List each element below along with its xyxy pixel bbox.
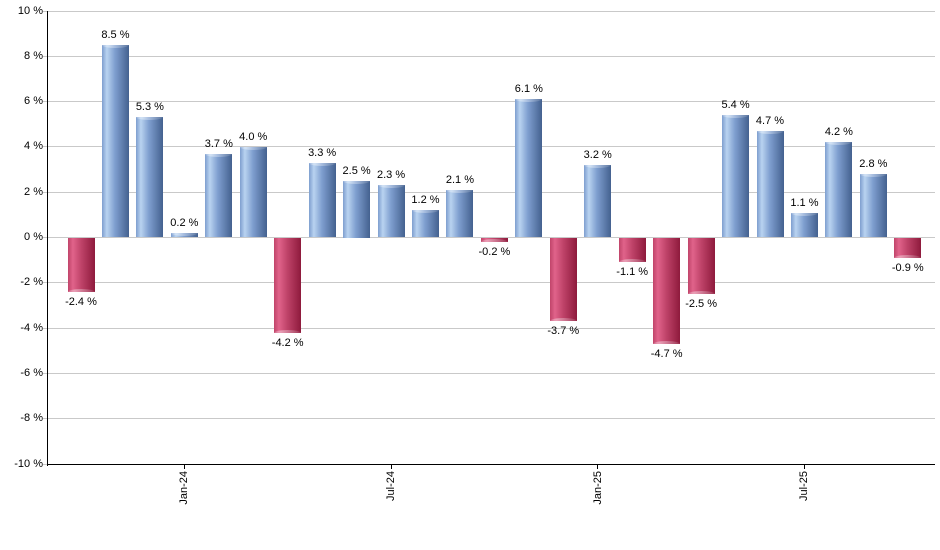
- y-axis-tick: [43, 327, 48, 329]
- bar-value-label: -4.7 %: [650, 347, 683, 360]
- y-axis-label: -10 %: [14, 457, 43, 470]
- x-axis-line: [46, 463, 935, 465]
- bar-4[interactable]: [170, 232, 198, 238]
- bar-value-label: 4.0 %: [239, 130, 268, 143]
- bar-value-label: 1.2 %: [411, 194, 440, 207]
- bar-value-label: 3.2 %: [583, 149, 612, 162]
- bar-19[interactable]: [687, 237, 715, 295]
- bar-value-label: 3.7 %: [204, 137, 233, 150]
- bar-12[interactable]: [446, 189, 474, 238]
- bar-2[interactable]: [101, 44, 129, 238]
- bar-value-label: -0.2 %: [478, 246, 511, 259]
- bar-value-label: 1.1 %: [790, 196, 819, 209]
- bar-13[interactable]: [480, 237, 508, 243]
- bar-value-label: 3.3 %: [308, 146, 337, 159]
- bar-value-label: 2.8 %: [859, 158, 888, 171]
- bar-6[interactable]: [239, 146, 267, 238]
- bar-value-label: 5.3 %: [135, 101, 164, 114]
- gridline--2: [48, 282, 935, 284]
- x-axis-tick: [183, 464, 185, 469]
- bar-16[interactable]: [584, 165, 612, 238]
- bar-value-label: 8.5 %: [101, 28, 130, 41]
- bar-3[interactable]: [136, 117, 164, 238]
- bar-1[interactable]: [67, 237, 95, 293]
- bar-14[interactable]: [515, 99, 543, 238]
- y-axis-tick: [43, 146, 48, 148]
- gridline-4: [48, 146, 935, 148]
- bar-value-label: 5.4 %: [721, 99, 750, 112]
- x-axis-label-jul-24: Jul-24: [385, 471, 398, 501]
- x-axis-tick: [803, 464, 805, 469]
- x-axis-label-jan-25: Jan-25: [591, 471, 604, 505]
- bar-value-label: 6.1 %: [514, 83, 543, 96]
- bar-21[interactable]: [756, 131, 784, 238]
- x-axis-label-jan-24: Jan-24: [178, 471, 191, 505]
- bar-value-label: -0.9 %: [891, 261, 924, 274]
- gridline-10: [48, 10, 935, 12]
- gridline--8: [48, 418, 935, 420]
- y-axis-tick: [43, 55, 48, 57]
- y-axis-tick: [43, 418, 48, 420]
- y-axis-label: 2 %: [24, 185, 43, 198]
- bar-18[interactable]: [653, 237, 681, 345]
- bar-20[interactable]: [722, 115, 750, 238]
- gridline--4: [48, 327, 935, 329]
- bar-22[interactable]: [790, 212, 818, 238]
- bar-17[interactable]: [618, 237, 646, 263]
- y-axis-label: 0 %: [24, 231, 43, 243]
- x-axis-label-jul-25: Jul-25: [798, 471, 811, 501]
- bar-value-label: 2.1 %: [445, 173, 474, 186]
- y-axis-tick: [43, 10, 48, 12]
- bar-value-label: 4.2 %: [824, 126, 853, 139]
- y-axis-tick: [43, 237, 48, 238]
- bar-value-label: -3.7 %: [547, 325, 580, 338]
- bar-8[interactable]: [308, 162, 336, 238]
- x-axis-tick: [390, 464, 392, 469]
- bar-23[interactable]: [825, 142, 853, 238]
- bar-value-label: -2.5 %: [685, 298, 717, 311]
- bar-10[interactable]: [377, 185, 405, 238]
- y-axis-tick: [43, 282, 48, 284]
- bar-value-label: -4.2 %: [271, 336, 304, 349]
- bar-5[interactable]: [205, 153, 233, 238]
- bar-9[interactable]: [343, 180, 371, 238]
- bar-11[interactable]: [412, 210, 439, 238]
- y-axis-tick: [43, 372, 48, 374]
- y-axis-label: -2 %: [20, 276, 43, 289]
- bar-value-label: 0.2 %: [170, 216, 199, 229]
- gridline--6: [48, 372, 935, 374]
- x-axis-tick: [597, 464, 599, 469]
- bar-value-label: 2.5 %: [342, 164, 371, 177]
- y-axis-tick: [43, 191, 48, 193]
- bar-value-label: -1.1 %: [616, 266, 649, 279]
- bar-15[interactable]: [549, 237, 577, 322]
- bar-value-label: -2.4 %: [65, 295, 97, 308]
- gridline-2: [48, 191, 935, 193]
- bar-value-label: 2.3 %: [376, 169, 406, 182]
- y-axis-tick: [43, 101, 48, 103]
- bar-value-label: 4.7 %: [755, 115, 785, 128]
- bar-7[interactable]: [274, 237, 302, 333]
- y-axis-label: 4 %: [24, 140, 43, 153]
- bar-25[interactable]: [894, 237, 922, 259]
- y-axis-label: -4 %: [20, 321, 43, 334]
- y-axis-label: -8 %: [20, 412, 43, 425]
- y-axis-line: [46, 11, 48, 466]
- y-axis-label: 8 %: [24, 49, 43, 62]
- y-axis-tick: [43, 463, 48, 465]
- gridline-6: [48, 101, 935, 103]
- y-axis-label: 6 %: [24, 95, 43, 108]
- gridline-8: [48, 55, 935, 57]
- y-axis-label: -6 %: [20, 366, 43, 379]
- bar-24[interactable]: [859, 174, 887, 238]
- y-axis-label: 10 %: [17, 4, 43, 17]
